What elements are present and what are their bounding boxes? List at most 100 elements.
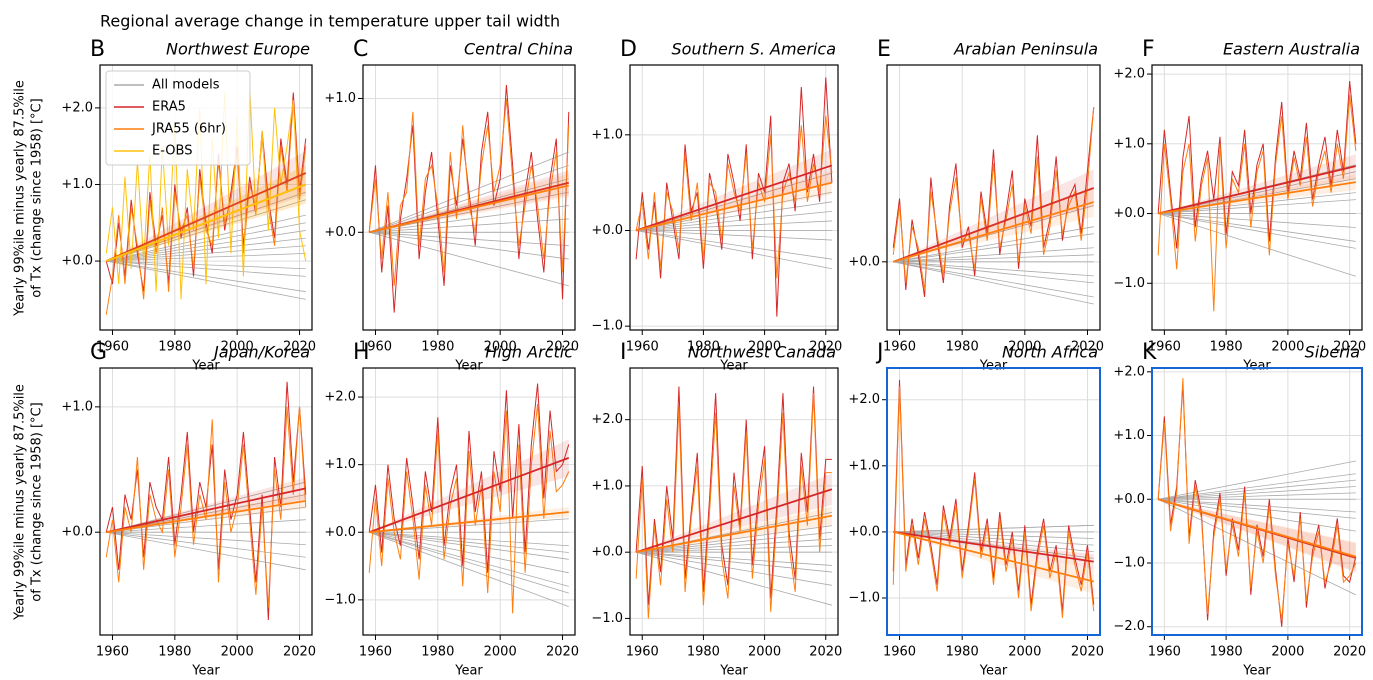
plot-area [635,77,833,317]
trend-line [1158,181,1356,215]
trend-band [893,531,1094,594]
y-tick-label: +1.0 [591,127,623,142]
panel-frame [629,64,839,331]
y-tick-label: +1.0 [1113,428,1145,443]
model-line [1158,486,1356,500]
x-tick-label: 1960 [626,645,659,660]
trend-line [106,487,306,534]
panel-title: Japan/Korea [211,343,310,362]
series-line [105,84,307,300]
trend-line [105,183,307,262]
model-line [636,230,832,260]
y-tick-label: +1.0 [848,458,880,473]
y-tick-label: +0.0 [591,545,623,560]
x-tick-label: 2000 [221,340,254,355]
panel-title: High Arctic [485,343,573,362]
y-tick-label: +0.0 [1113,492,1145,507]
y-tick-label: +1.0 [1113,136,1145,151]
x-tick-label: 2020 [283,645,316,660]
trend-line [893,531,1094,583]
y-tick-label: −1.0 [591,319,623,334]
trend-line [105,172,307,262]
trend-line [635,514,833,554]
panel-title: Siberia [1305,343,1360,362]
legend-box [105,70,251,166]
model-line [1158,213,1356,228]
y-tick-label: +0.0 [1113,206,1145,221]
y-axis-label: Yearly 99%ile minus yearly 87.5%ile [13,80,28,317]
series-line [1157,378,1357,621]
trend-band [893,169,1094,262]
model-line [106,260,306,270]
panel-title: Central China [464,40,573,59]
panel-title: Northwest Europe [166,40,310,59]
model-line [369,231,569,260]
trend-band [1158,499,1356,571]
model-line [893,531,1094,553]
model-line [369,531,569,594]
model-line [1158,498,1356,532]
x-tick-label: 2000 [748,645,781,660]
model-line [106,531,306,546]
trend-band [1158,499,1356,573]
model-line [893,531,1094,546]
trend-band [106,150,306,262]
panel-title: Eastern Australia [1223,40,1360,59]
x-tick-label: 1960 [1148,645,1181,660]
panel-frame [99,367,313,636]
x-axis-label: Year [454,359,483,374]
x-axis-label: Year [719,359,748,374]
model-line [1158,473,1356,500]
model-line [1158,460,1356,500]
panel: 1960 1980 2000 2020 +0.0 +1.0 Year G Japan/Korea [61,340,316,679]
legend: All models ERA5 JRA55 (6hr) E-OBS [105,70,251,166]
model-line [369,231,569,287]
x-tick-label: 1960 [883,645,916,660]
trend-line [893,201,1094,263]
panel-frame [886,367,1101,636]
x-tick-label: 2020 [1071,645,1104,660]
series-line [892,386,1095,618]
panel-title: North Africa [1002,343,1098,362]
trend-band [106,165,306,262]
x-tick-label: 1960 [1148,340,1181,355]
plot-area [1157,378,1357,627]
series-line [1157,94,1357,312]
panel-letter: C [353,37,368,62]
legend-label: All models [152,78,220,93]
y-tick-label: −1.0 [1113,276,1145,291]
series-line [105,406,307,608]
x-axis-label: Year [979,664,1008,679]
model-line [1158,213,1356,277]
figure-title: Regional average change in temperature u… [100,12,560,31]
x-tick-label: 2000 [484,340,517,355]
x-axis-label: Year [1242,664,1271,679]
model-line [636,551,832,573]
trend-band [106,493,306,533]
x-tick-label: 2020 [1333,645,1366,660]
panel-letter: J [875,340,884,365]
trend-line [369,511,569,534]
panel-frame [362,367,576,636]
model-line [636,551,832,586]
model-line [636,220,832,231]
model-line [1158,192,1356,214]
model-line [893,261,1094,298]
panel-title: Arabian Peninsula [953,40,1098,59]
panel: 1960 1980 2000 2020 −1.0 +0.0 +1.0 +2.0 Year J Nor… [848,340,1104,679]
y-tick-label: +0.0 [61,525,93,540]
x-tick-label: 1980 [946,340,979,355]
plot-area [105,84,307,315]
x-axis-label: Year [719,664,748,679]
trend-line [635,164,833,232]
x-tick-label: 1980 [1210,645,1243,660]
model-line [636,551,832,566]
panel: 1960 1980 2000 2020 −2.0 −1.0 +0.0 +1.0 +2.0 Year… [1113,340,1366,679]
trend-line [1157,165,1357,215]
model-line [106,245,306,262]
legend-label: JRA55 (6hr) [151,122,226,137]
y-tick-label: +0.0 [848,254,880,269]
panel: 1960 1980 2000 2020 −1.0 +0.0 +1.0 +2.0 Year F Eas… [1113,37,1366,374]
model-line [1158,171,1356,214]
